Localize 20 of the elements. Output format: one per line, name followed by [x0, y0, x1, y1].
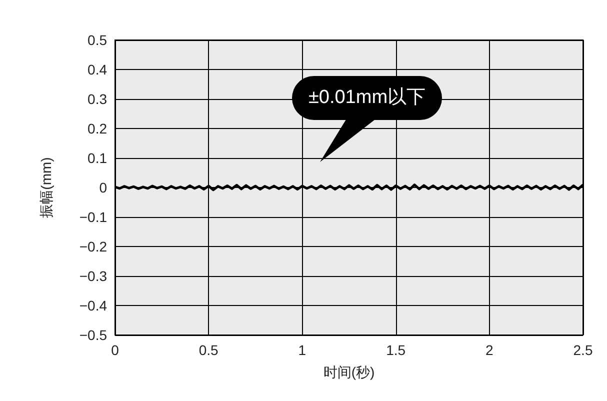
y-tick-label: −0.4: [79, 298, 108, 314]
y-tick-label: −0.2: [79, 238, 108, 254]
x-tick-label: 0: [111, 342, 120, 358]
x-tick-label: 2.5: [573, 342, 593, 358]
y-tick-label: −0.1: [79, 209, 108, 225]
y-tick-label: 0.1: [88, 150, 108, 166]
y-axis-title: 振幅(mm): [38, 157, 54, 218]
x-tick-label: 2: [486, 342, 494, 358]
y-tick-label: 0.4: [88, 62, 108, 78]
y-tick-label: −0.3: [79, 268, 108, 284]
y-tick-label: 0.5: [88, 32, 108, 48]
x-tick-label: 1.5: [386, 342, 406, 358]
y-tick-label: −0.5: [79, 327, 108, 343]
x-axis-title: 时间(秒): [323, 364, 375, 380]
y-tick-label: 0.2: [88, 120, 108, 136]
x-tick-label: 1: [298, 342, 306, 358]
annotation: ±0.01mm以下: [292, 76, 442, 120]
x-tick-label: 0.5: [198, 342, 219, 358]
y-tick-label: 0.3: [88, 91, 108, 107]
y-tick-label: 0: [99, 180, 108, 196]
